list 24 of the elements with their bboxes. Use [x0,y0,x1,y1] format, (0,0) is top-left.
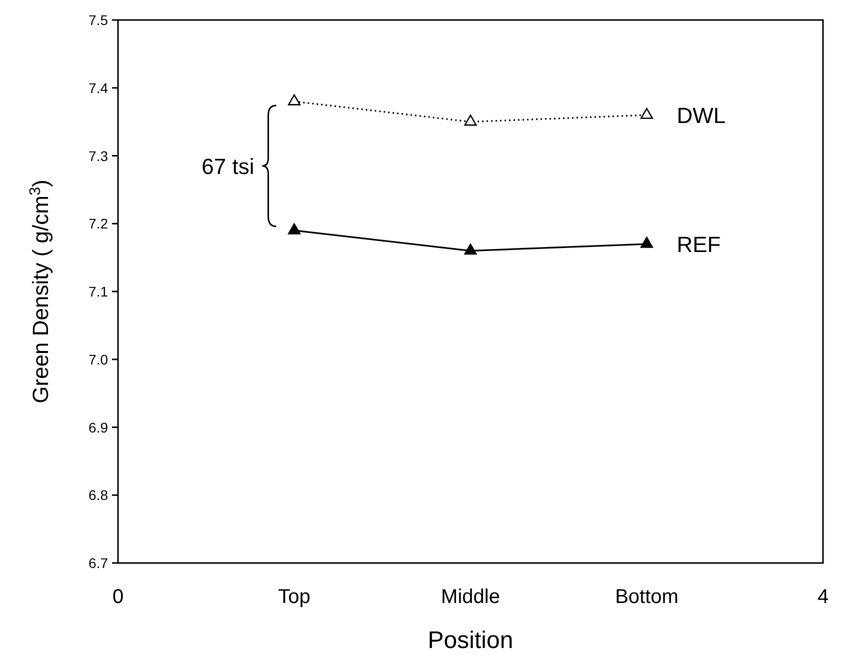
point [288,94,301,106]
y-tick-label: 6.8 [88,487,108,504]
y-tick-label: 7.2 [88,216,108,232]
y-tick-label: 7.0 [88,351,108,368]
x-axis-title: Position [428,627,514,654]
x-tick-label: 0 [112,586,124,608]
y-tick-label: 7.5 [88,12,108,28]
point [640,236,654,248]
x-tick-label: 4 [817,586,829,608]
point [464,244,477,255]
point [464,114,477,126]
y-tick-label: 7.4 [88,80,108,96]
x-tick-label: Top [278,586,310,608]
annotation: 67 tsi [202,154,254,179]
point [288,223,301,234]
y-tick-label: 6.9 [88,419,108,436]
x-tick-label: Bottom [615,586,678,608]
y-tick-label: 7.1 [88,284,108,300]
x-tick-label: Middle [441,586,500,608]
y-tick-label: 7.3 [88,148,108,164]
point [640,108,654,119]
y-tick-label: 6.7 [88,555,108,571]
series-label: DWL [676,103,726,128]
series-label: REF [676,232,721,257]
